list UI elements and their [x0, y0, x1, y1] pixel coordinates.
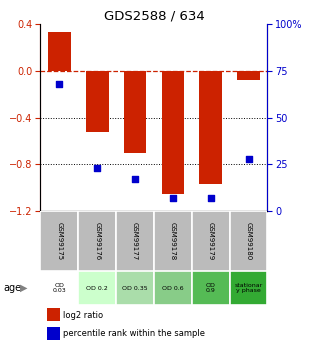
Bar — [40, 272, 78, 305]
Point — [132, 177, 137, 182]
Bar — [48, 32, 71, 71]
Text: GSM99179: GSM99179 — [208, 222, 214, 260]
Bar — [116, 211, 154, 272]
Text: GSM99175: GSM99175 — [56, 222, 62, 260]
Text: GSM99178: GSM99178 — [170, 222, 176, 260]
Text: ▶: ▶ — [20, 283, 28, 293]
Text: OD
0.03: OD 0.03 — [53, 283, 66, 293]
Bar — [86, 71, 109, 132]
Bar — [78, 272, 116, 305]
Bar — [154, 272, 192, 305]
Text: log2 ratio: log2 ratio — [63, 310, 103, 319]
Point — [57, 81, 62, 87]
Text: age: age — [3, 283, 21, 293]
Bar — [116, 272, 154, 305]
Text: stationar
y phase: stationar y phase — [234, 283, 263, 293]
Text: GSM99177: GSM99177 — [132, 222, 138, 260]
Bar — [40, 211, 78, 272]
Point — [208, 195, 213, 201]
Text: OD
0.9: OD 0.9 — [206, 283, 216, 293]
Bar — [47, 327, 60, 340]
Bar — [230, 211, 267, 272]
Title: GDS2588 / 634: GDS2588 / 634 — [104, 10, 204, 23]
Bar — [78, 211, 116, 272]
Text: OD 0.35: OD 0.35 — [122, 286, 148, 290]
Bar — [230, 272, 267, 305]
Bar — [192, 272, 230, 305]
Bar — [199, 71, 222, 184]
Text: OD 0.6: OD 0.6 — [162, 286, 184, 290]
Text: GSM99180: GSM99180 — [246, 222, 252, 260]
Bar — [47, 308, 60, 321]
Bar — [192, 211, 230, 272]
Bar — [161, 71, 184, 194]
Text: GSM99176: GSM99176 — [94, 222, 100, 260]
Text: OD 0.2: OD 0.2 — [86, 286, 108, 290]
Point — [246, 156, 251, 161]
Text: percentile rank within the sample: percentile rank within the sample — [63, 329, 205, 338]
Point — [95, 166, 100, 171]
Bar — [237, 71, 260, 80]
Bar — [124, 71, 146, 153]
Point — [170, 195, 175, 201]
Bar — [154, 211, 192, 272]
